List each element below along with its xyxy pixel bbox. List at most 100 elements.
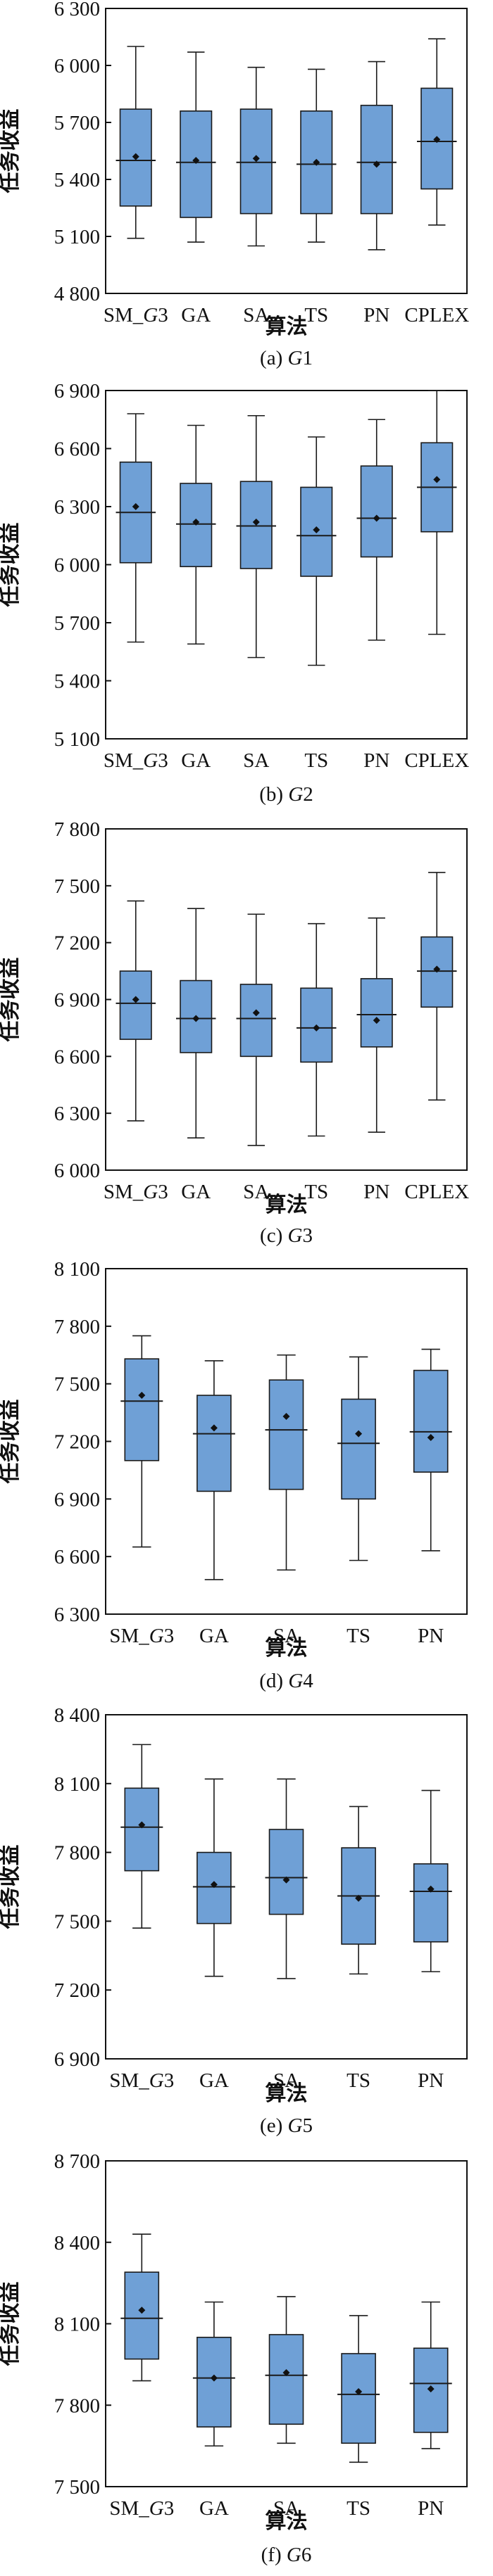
panel-caption: (f) G6 <box>261 2544 312 2566</box>
chart-panel-6: 7 500 7 800 8 100 8 400 8 700 任务收益 SM_G3 GA SA TS… <box>0 2150 468 2566</box>
y-tick-label: 6 900 <box>54 2048 100 2071</box>
y-tick-label: 8 100 <box>54 1258 100 1281</box>
chart-panel-2: 5 100 5 400 5 700 6 000 6 300 6 600 6 900 任务收益 S… <box>0 380 469 806</box>
y-tick-label: 7 800 <box>54 1316 100 1338</box>
x-axis-title: 算法 <box>266 1193 308 1217</box>
x-tick-label: CPLEX <box>404 304 469 326</box>
y-tick-label: 7 800 <box>54 818 100 841</box>
x-tick-label: PN <box>418 2497 444 2520</box>
iqr-box <box>124 1358 160 1461</box>
iqr-box <box>341 2353 376 2444</box>
y-tick-label: 6 600 <box>54 1546 100 1568</box>
box-PN <box>409 2301 452 2449</box>
x-tick-label: PN <box>363 304 389 326</box>
iqr-box <box>268 1829 304 1915</box>
y-tick-label: 7 200 <box>54 932 100 955</box>
x-tick-label: CPLEX <box>404 1181 469 1203</box>
panel-caption: (d) G4 <box>259 1670 313 1692</box>
iqr-box <box>124 2271 160 2360</box>
x-tick-label: SM_G3 <box>104 749 168 772</box>
y-tick-label: 6 000 <box>54 55 100 77</box>
y-tick-label: 5 100 <box>54 226 100 248</box>
mean-marker <box>282 1876 290 1884</box>
box-PN <box>409 1789 452 1972</box>
y-tick-label: 6 300 <box>54 496 100 519</box>
mean-marker <box>132 996 139 1003</box>
iqr-box <box>239 984 273 1058</box>
box-TS <box>297 922 337 1137</box>
y-tick-label: 6 900 <box>54 989 100 1012</box>
y-tick-label: 7 500 <box>54 2476 100 2499</box>
box-SM_G3 <box>116 46 156 239</box>
mean-marker <box>427 2385 435 2393</box>
y-tick-label: 6 600 <box>54 438 100 461</box>
x-tick-label: CPLEX <box>404 749 469 772</box>
box-GA <box>176 908 216 1138</box>
x-axis-title: 算法 <box>266 2509 308 2534</box>
mean-marker <box>433 965 441 973</box>
y-axis-title: 任务收益 <box>0 958 23 1043</box>
panel-caption: (a) G1 <box>260 347 313 369</box>
mean-marker <box>433 136 441 144</box>
panel-caption: (c) G3 <box>260 1224 313 1247</box>
x-tick-label: SM_G3 <box>109 1625 174 1647</box>
iqr-box <box>124 1787 160 1872</box>
mean-marker <box>282 2368 290 2376</box>
x-tick-label: GA <box>181 1181 211 1203</box>
iqr-box <box>268 1379 304 1490</box>
mean-marker <box>210 2374 218 2382</box>
box-GA <box>192 1778 235 1977</box>
chart-panel-3: 6 000 6 300 6 600 6 900 7 200 7 500 7 800 任务收益 S… <box>0 818 469 1247</box>
box-CPLEX <box>417 38 457 226</box>
mean-marker <box>355 2387 363 2395</box>
mean-marker <box>132 153 139 160</box>
x-axis-title: 算法 <box>266 315 308 339</box>
box-SM_G3 <box>116 900 156 1122</box>
box-SM_G3 <box>120 2233 163 2382</box>
mean-marker <box>252 519 260 526</box>
iqr-box <box>360 104 393 215</box>
box-CPLEX <box>417 872 457 1101</box>
y-tick-label: 6 900 <box>54 380 100 402</box>
mean-marker <box>433 476 441 483</box>
iqr-box <box>360 465 393 558</box>
x-tick-label: PN <box>363 1181 389 1203</box>
x-tick-label: PN <box>363 749 389 772</box>
x-tick-label: SM_G3 <box>109 2069 174 2092</box>
panel-caption: (b) G2 <box>259 783 313 806</box>
y-axis-title: 任务收益 <box>0 1845 23 1930</box>
box-SA <box>236 414 276 659</box>
iqr-box <box>360 978 393 1048</box>
x-tick-label: TS <box>347 1625 370 1647</box>
x-tick-label: SA <box>273 1625 299 1647</box>
y-tick-label: 8 100 <box>54 1773 100 1796</box>
box-TS <box>297 68 337 243</box>
y-tick-label: 8 700 <box>54 2150 100 2173</box>
x-tick-label: GA <box>181 304 211 326</box>
y-tick-label: 5 400 <box>54 671 100 693</box>
y-tick-label: 5 400 <box>54 169 100 191</box>
y-tick-label: 5 100 <box>54 728 100 751</box>
chart-panel-1: 4 800 5 100 5 400 5 700 6 000 6 300 任务收益 SM_G3 G… <box>0 0 469 369</box>
chart-panel-4: 6 300 6 600 6 900 7 200 7 500 7 800 8 100 任务收益 S… <box>0 1258 468 1692</box>
mean-marker <box>210 1424 218 1432</box>
x-tick-label: PN <box>418 1625 444 1647</box>
box-SA <box>236 913 276 1146</box>
y-tick-label: 8 400 <box>54 1704 100 1727</box>
chart-panel-5: 6 900 7 200 7 500 7 800 8 100 8 400 任务收益 SM_G3 G… <box>0 1704 468 2137</box>
box-GA <box>176 424 216 645</box>
iqr-box <box>180 110 213 218</box>
iqr-box <box>300 987 333 1063</box>
y-tick-label: 5 700 <box>54 112 100 134</box>
y-tick-label: 4 800 <box>54 283 100 305</box>
x-axis-title: 算法 <box>266 1636 308 1661</box>
x-tick-label: SA <box>273 2069 299 2092</box>
mean-marker <box>138 1392 146 1400</box>
box-GA <box>192 1360 235 1580</box>
plot-frame <box>105 828 468 1171</box>
x-tick-label: TS <box>304 749 328 772</box>
mean-marker <box>132 503 139 510</box>
box-SM_G3 <box>116 413 156 643</box>
mean-marker <box>373 514 380 522</box>
